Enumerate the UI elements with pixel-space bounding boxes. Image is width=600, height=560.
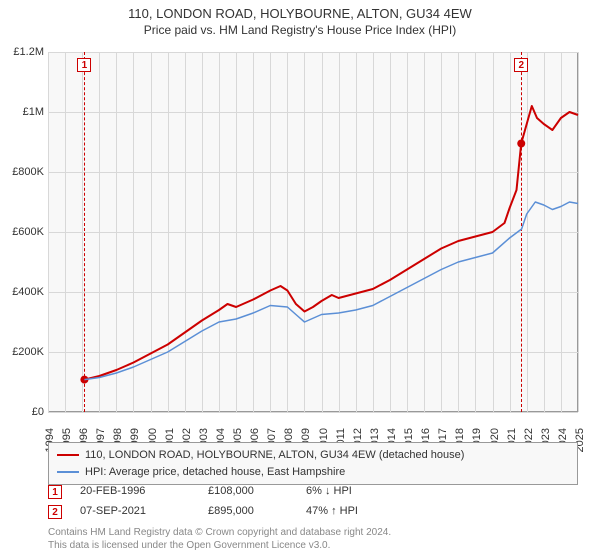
y-tick-label: £1.2M: [4, 46, 44, 58]
marker-badge-1: 1: [48, 485, 62, 499]
footer-attribution: Contains HM Land Registry data © Crown c…: [48, 526, 578, 552]
transactions-table: 1 20-FEB-1996 £108,000 6% ↓ HPI 2 07-SEP…: [48, 482, 578, 522]
table-row: 2 07-SEP-2021 £895,000 47% ↑ HPI: [48, 502, 578, 522]
chart-title: 110, LONDON ROAD, HOLYBOURNE, ALTON, GU3…: [0, 0, 600, 23]
y-tick-label: £200K: [4, 346, 44, 358]
transaction-price: £895,000: [208, 502, 288, 522]
transaction-date: 20-FEB-1996: [80, 482, 190, 502]
series-hpi: [84, 202, 578, 380]
y-tick-label: £1M: [4, 106, 44, 118]
table-row: 1 20-FEB-1996 £108,000 6% ↓ HPI: [48, 482, 578, 502]
footer-line-2: This data is licensed under the Open Gov…: [48, 539, 578, 552]
chart-container: 110, LONDON ROAD, HOLYBOURNE, ALTON, GU3…: [0, 0, 600, 560]
transaction-price: £108,000: [208, 482, 288, 502]
legend: 110, LONDON ROAD, HOLYBOURNE, ALTON, GU3…: [48, 442, 578, 485]
footer-line-1: Contains HM Land Registry data © Crown c…: [48, 526, 578, 539]
legend-item-hpi: HPI: Average price, detached house, East…: [57, 464, 569, 481]
legend-swatch-hpi: [57, 471, 79, 473]
chart-subtitle: Price paid vs. HM Land Registry's House …: [0, 23, 600, 37]
y-tick-label: £400K: [4, 286, 44, 298]
marker-badge-2: 2: [48, 505, 62, 519]
transaction-delta: 6% ↓ HPI: [306, 482, 426, 502]
transaction-delta: 47% ↑ HPI: [306, 502, 426, 522]
transaction-date: 07-SEP-2021: [80, 502, 190, 522]
y-tick-label: £800K: [4, 166, 44, 178]
plot-area: 12 £0£200K£400K£600K£800K£1M£1.2M 199419…: [48, 52, 578, 412]
y-tick-label: £0: [4, 406, 44, 418]
legend-item-property: 110, LONDON ROAD, HOLYBOURNE, ALTON, GU3…: [57, 447, 569, 464]
legend-label-hpi: HPI: Average price, detached house, East…: [85, 464, 345, 481]
line-series: [48, 52, 578, 412]
y-tick-label: £600K: [4, 226, 44, 238]
legend-swatch-property: [57, 454, 79, 456]
legend-label-property: 110, LONDON ROAD, HOLYBOURNE, ALTON, GU3…: [85, 447, 464, 464]
